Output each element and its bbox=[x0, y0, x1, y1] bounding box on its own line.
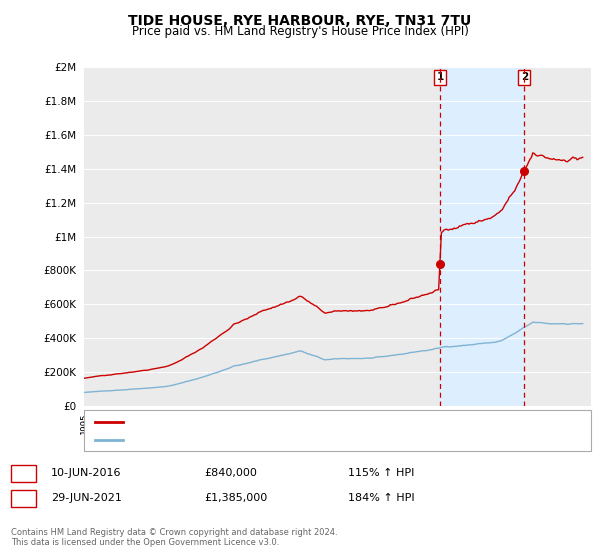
Text: £1,385,000: £1,385,000 bbox=[204, 493, 267, 503]
Text: Contains HM Land Registry data © Crown copyright and database right 2024.
This d: Contains HM Land Registry data © Crown c… bbox=[11, 528, 337, 547]
Text: Price paid vs. HM Land Registry's House Price Index (HPI): Price paid vs. HM Land Registry's House … bbox=[131, 25, 469, 38]
Text: 29-JUN-2021: 29-JUN-2021 bbox=[51, 493, 122, 503]
Text: 1: 1 bbox=[20, 468, 27, 478]
Text: 2: 2 bbox=[20, 493, 27, 503]
Bar bbox=[440, 67, 524, 406]
Text: HPI: Average price, detached house, Rother: HPI: Average price, detached house, Roth… bbox=[127, 435, 341, 445]
Text: 184% ↑ HPI: 184% ↑ HPI bbox=[348, 493, 415, 503]
Text: 10-JUN-2016: 10-JUN-2016 bbox=[51, 468, 121, 478]
Text: £840,000: £840,000 bbox=[204, 468, 257, 478]
Text: 115% ↑ HPI: 115% ↑ HPI bbox=[348, 468, 415, 478]
Text: 1: 1 bbox=[437, 72, 444, 82]
Text: TIDE HOUSE, RYE HARBOUR, RYE, TN31 7TU (detached house): TIDE HOUSE, RYE HARBOUR, RYE, TN31 7TU (… bbox=[127, 417, 432, 427]
Text: 2: 2 bbox=[521, 72, 528, 82]
Text: TIDE HOUSE, RYE HARBOUR, RYE, TN31 7TU: TIDE HOUSE, RYE HARBOUR, RYE, TN31 7TU bbox=[128, 14, 472, 28]
